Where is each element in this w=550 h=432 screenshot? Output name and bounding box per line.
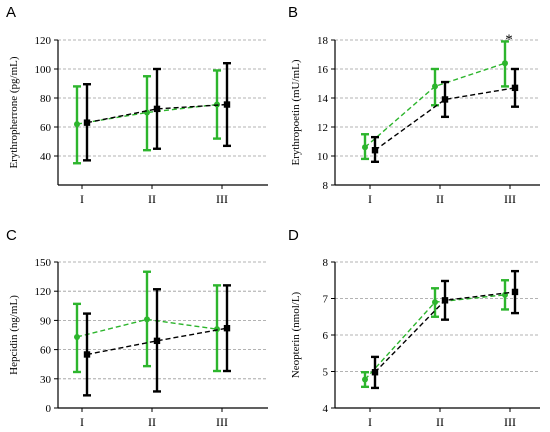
series-black bbox=[371, 67, 519, 164]
panel-letter: D bbox=[288, 227, 299, 244]
x-tick-label: I bbox=[368, 415, 372, 429]
data-point bbox=[83, 119, 91, 126]
data-point bbox=[144, 316, 150, 323]
significance-annotation: * bbox=[505, 32, 513, 48]
x-tick-label: II bbox=[436, 192, 444, 206]
data-point bbox=[74, 121, 80, 128]
x-tick-label: II bbox=[148, 192, 156, 206]
y-axis-title: Hepcidin (ng/mL) bbox=[8, 295, 20, 375]
y-axis-title: Neopterin (nmol/L) bbox=[290, 291, 302, 378]
panel-letter: B bbox=[288, 4, 298, 21]
y-tick-label: 0 bbox=[46, 403, 52, 415]
data-point bbox=[362, 376, 368, 383]
y-tick-label: 8 bbox=[323, 257, 329, 269]
series-line bbox=[374, 87, 516, 151]
y-tick-label: 8 bbox=[323, 180, 329, 192]
y-tick-label: 10 bbox=[317, 151, 329, 163]
data-point bbox=[371, 147, 379, 154]
x-tick-label: I bbox=[368, 192, 372, 206]
data-point bbox=[362, 144, 368, 151]
panel-letter: A bbox=[6, 4, 16, 21]
data-point bbox=[371, 369, 379, 376]
x-tick-label: III bbox=[216, 192, 228, 206]
data-point bbox=[74, 333, 80, 340]
data-point bbox=[441, 297, 449, 304]
y-tick-label: 80 bbox=[40, 93, 52, 105]
data-point bbox=[214, 326, 220, 333]
x-tick-label: II bbox=[436, 415, 444, 429]
data-point bbox=[502, 60, 508, 67]
y-tick-label: 60 bbox=[40, 122, 52, 134]
y-tick-label: 12 bbox=[317, 122, 328, 134]
y-tick-label: 14 bbox=[317, 93, 329, 105]
y-tick-label: 16 bbox=[317, 64, 329, 76]
data-point bbox=[223, 101, 231, 108]
data-point bbox=[83, 351, 91, 358]
y-tick-label: 4 bbox=[323, 403, 329, 415]
y-tick-label: 100 bbox=[35, 64, 52, 76]
data-point bbox=[153, 105, 161, 113]
series-green bbox=[73, 69, 221, 165]
data-point bbox=[144, 109, 150, 116]
y-tick-label: 90 bbox=[40, 315, 52, 327]
data-point bbox=[432, 299, 438, 306]
series-green bbox=[361, 279, 509, 389]
data-point bbox=[441, 96, 449, 103]
y-tick-label: 6 bbox=[323, 330, 329, 342]
x-tick-label: III bbox=[504, 415, 516, 429]
series-black bbox=[83, 62, 231, 162]
y-tick-label: 40 bbox=[40, 151, 52, 163]
panel-letter: C bbox=[6, 227, 17, 244]
x-tick-label: I bbox=[80, 415, 84, 429]
y-tick-label: 7 bbox=[323, 294, 329, 306]
y-tick-label: 120 bbox=[35, 35, 52, 47]
data-point bbox=[511, 288, 519, 296]
series-green bbox=[361, 40, 509, 161]
y-tick-label: 18 bbox=[317, 35, 329, 47]
series-green bbox=[73, 270, 221, 374]
y-tick-label: 30 bbox=[40, 374, 52, 386]
data-point bbox=[153, 337, 161, 345]
x-tick-label: II bbox=[148, 415, 156, 429]
series-black bbox=[83, 284, 231, 397]
series-black bbox=[371, 269, 519, 390]
y-tick-label: 60 bbox=[40, 345, 52, 357]
data-point bbox=[223, 324, 231, 332]
y-tick-label: 120 bbox=[35, 286, 52, 298]
x-tick-label: I bbox=[80, 192, 84, 206]
data-point bbox=[432, 83, 438, 90]
y-axis-title: Erythropherrone (pg/mL) bbox=[8, 56, 20, 168]
y-tick-label: 150 bbox=[35, 257, 52, 269]
x-tick-label: III bbox=[504, 192, 516, 206]
y-axis-title: Erythropoetin (mU/mL) bbox=[290, 59, 302, 165]
data-point bbox=[511, 84, 519, 92]
y-tick-label: 5 bbox=[323, 367, 329, 379]
x-tick-label: III bbox=[216, 415, 228, 429]
